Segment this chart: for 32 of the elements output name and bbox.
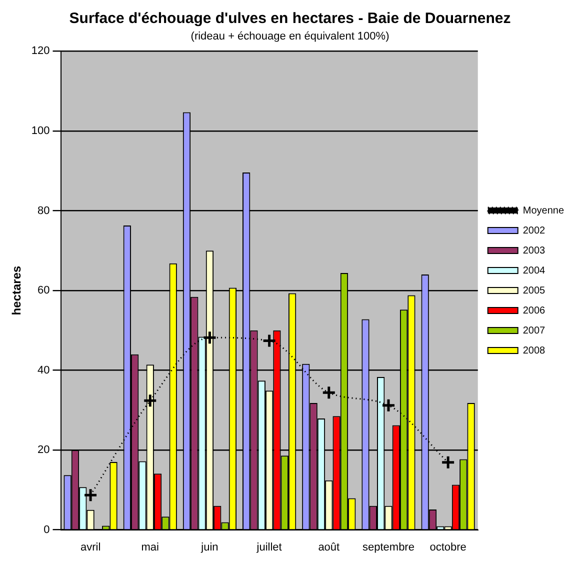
x-tick-label: août [318, 541, 340, 554]
legend-label: 2006 [522, 305, 546, 316]
y-axis-title: hectares [10, 265, 24, 316]
chart-subtitle: (rideau + échouage en équivalent 100%) [190, 30, 390, 43]
legend-label: 2003 [522, 245, 546, 256]
x-tick-label: septembre [362, 541, 414, 554]
y-tick-label: 120 [31, 45, 50, 58]
legend-label: Moyenne [522, 205, 564, 216]
y-tick-label: 20 [38, 444, 50, 456]
y-tick-label: 80 [38, 204, 50, 217]
legend-label: 2008 [522, 345, 546, 356]
legend-label: 2007 [522, 325, 546, 336]
x-tick-label: juin [200, 541, 218, 554]
point [381, 398, 396, 413]
y-tick-label: 0 [44, 524, 50, 536]
point [322, 385, 336, 400]
x-tick-label: juillet [256, 541, 282, 554]
point [440, 455, 456, 470]
x-tick-label: mai [141, 541, 159, 554]
x-tick-label: octobre [430, 541, 466, 554]
point [262, 334, 277, 348]
y-tick-label: 40 [38, 364, 50, 376]
legend-label: 2004 [522, 265, 546, 276]
legend-label: 2002 [522, 225, 546, 236]
chart-title: Surface d'échouage d'ulves en hectares - Baie de Douarnenez [69, 10, 511, 28]
legend-label: 2005 [522, 285, 546, 296]
point [142, 393, 158, 408]
point [202, 330, 217, 345]
y-tick-label: 100 [31, 125, 50, 137]
y-tick-label: 60 [38, 284, 50, 297]
point [83, 488, 98, 502]
x-tick-label: avril [80, 541, 101, 554]
